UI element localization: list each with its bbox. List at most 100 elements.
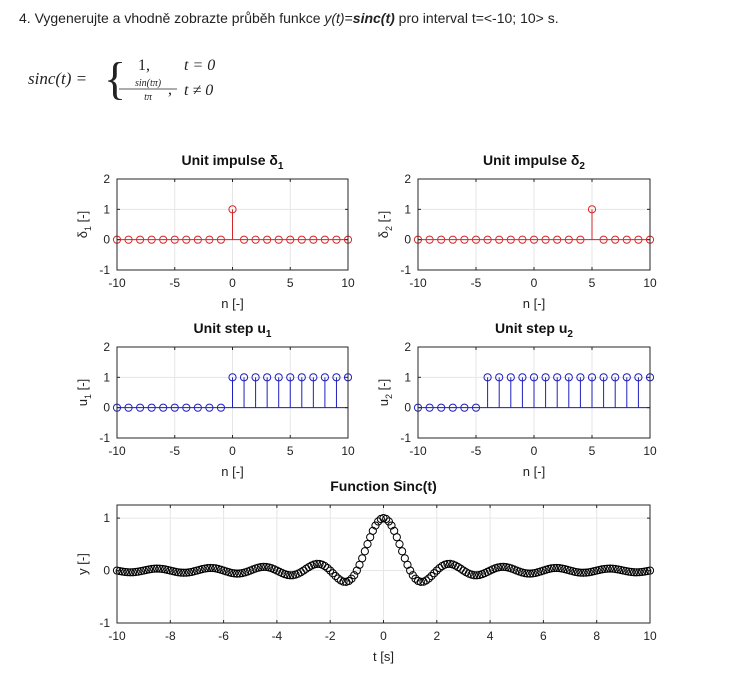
task-function-rhs: sinc(t)	[352, 10, 395, 26]
y-axis-label-unit: [-]	[75, 211, 90, 226]
y-tick-label: 1	[103, 370, 110, 384]
x-tick-label: 5	[287, 444, 294, 458]
scatter-point	[283, 570, 292, 580]
scatter-point	[528, 569, 537, 578]
y-tick-label: 1	[404, 370, 411, 384]
stem-marker	[460, 235, 469, 244]
formula-brace: {	[104, 53, 126, 104]
y-axis-label-subscript: 1	[83, 394, 93, 399]
scatter-point	[227, 568, 236, 578]
x-tick-label: -10	[409, 276, 427, 290]
chart-title-text: Unit step u	[194, 320, 266, 336]
stem-marker	[587, 205, 597, 214]
scatter-point	[326, 566, 335, 575]
scatter-point	[520, 569, 529, 578]
stem-marker	[425, 403, 434, 412]
stem-marker	[205, 235, 214, 244]
scatter-point	[147, 564, 156, 574]
x-tick-label: -5	[169, 444, 180, 458]
x-tick-label: 6	[540, 629, 547, 643]
stem-marker	[599, 235, 608, 244]
y-axis-label-unit: [-]	[75, 379, 90, 394]
chart-title-text: Unit step u	[495, 320, 567, 336]
stem-marker	[228, 205, 237, 214]
scatter-point	[547, 564, 556, 573]
scatter-point	[523, 569, 532, 578]
y-axis-label-text: u	[75, 399, 90, 406]
scatter-point	[493, 563, 503, 572]
scatter-point	[387, 521, 396, 530]
scatter-point	[635, 568, 644, 577]
x-tick-label: -8	[165, 629, 176, 643]
y-axis-label-unit: [-]	[75, 553, 90, 568]
task-text-before: Vygenerujte a vhodně zobrazte průběh fun…	[34, 10, 325, 26]
y-axis-label-subscript: 2	[384, 394, 394, 399]
stem-marker	[541, 373, 550, 382]
scatter-point	[158, 564, 167, 574]
scatter-point	[360, 547, 369, 556]
y-tick-label: 0	[103, 564, 110, 578]
stem-marker	[124, 235, 133, 244]
stem-marker	[124, 403, 133, 412]
scatter-point	[350, 571, 359, 580]
chart-title-text: Function Sinc(t)	[330, 478, 437, 494]
y-tick-label: 0	[103, 233, 110, 247]
task-text-after: pro interval t=<-10; 10> s.	[394, 10, 559, 26]
chart-title-subscript: 2	[567, 329, 573, 340]
stem-marker	[274, 373, 283, 382]
scatter-point	[424, 574, 433, 583]
y-axis-label-text: δ	[75, 231, 90, 238]
stem-marker	[182, 403, 191, 412]
sinc-formula: sinc(t) = { 1, t = 0 sin(tπ) tπ , t ≠ 0	[28, 53, 215, 104]
chart-title-subscript: 1	[266, 329, 272, 340]
scatter-point	[174, 568, 183, 577]
scatter-point	[555, 564, 564, 573]
x-tick-label: 5	[589, 444, 596, 458]
scatter-point	[470, 571, 479, 580]
stem-marker	[136, 235, 145, 244]
formula-case1-value: 1,	[138, 57, 150, 74]
y-axis-label-subscript: 2	[384, 226, 394, 231]
scatter-point	[339, 577, 348, 586]
stem-marker	[564, 373, 573, 382]
y-axis-label: δ1 [-]	[75, 211, 93, 238]
x-tick-label: -5	[471, 444, 482, 458]
stem-marker	[576, 373, 585, 382]
scatter-point	[640, 567, 649, 576]
scatter-point	[120, 567, 130, 577]
scatter-point	[384, 517, 393, 526]
stem-marker	[297, 235, 306, 244]
scatter-point	[472, 571, 481, 580]
x-tick-label: 0	[229, 276, 236, 290]
scatter-point	[371, 521, 380, 530]
scatter-point	[395, 539, 404, 549]
stem-marker	[263, 373, 272, 382]
scatter-point	[430, 569, 439, 578]
x-tick-label: 8	[593, 629, 600, 643]
y-tick-label: 2	[404, 172, 411, 186]
scatter-point	[603, 564, 612, 573]
scatter-point	[597, 565, 607, 574]
stem-marker	[286, 373, 295, 382]
stem-marker	[216, 235, 226, 244]
scatter-point	[312, 559, 321, 568]
scatter-point	[126, 568, 135, 577]
scatter-point	[422, 576, 431, 585]
stem-marker	[506, 235, 515, 244]
x-tick-label: -10	[108, 629, 126, 643]
y-axis-label: u2 [-]	[376, 379, 394, 406]
x-tick-label: 0	[229, 444, 236, 458]
scatter-point	[118, 567, 127, 576]
stem-marker	[182, 235, 191, 244]
formula-case2-denominator: tπ	[144, 92, 153, 103]
scatter-point	[259, 562, 268, 571]
stem-marker	[332, 235, 341, 244]
formula-case2-comma: ,	[168, 81, 172, 98]
scatter-point	[358, 554, 367, 563]
stem-marker	[471, 235, 481, 244]
scatter-point	[611, 564, 620, 574]
task-number: 4.	[19, 10, 31, 26]
x-tick-label: -10	[409, 444, 427, 458]
scatter-point	[573, 568, 583, 577]
